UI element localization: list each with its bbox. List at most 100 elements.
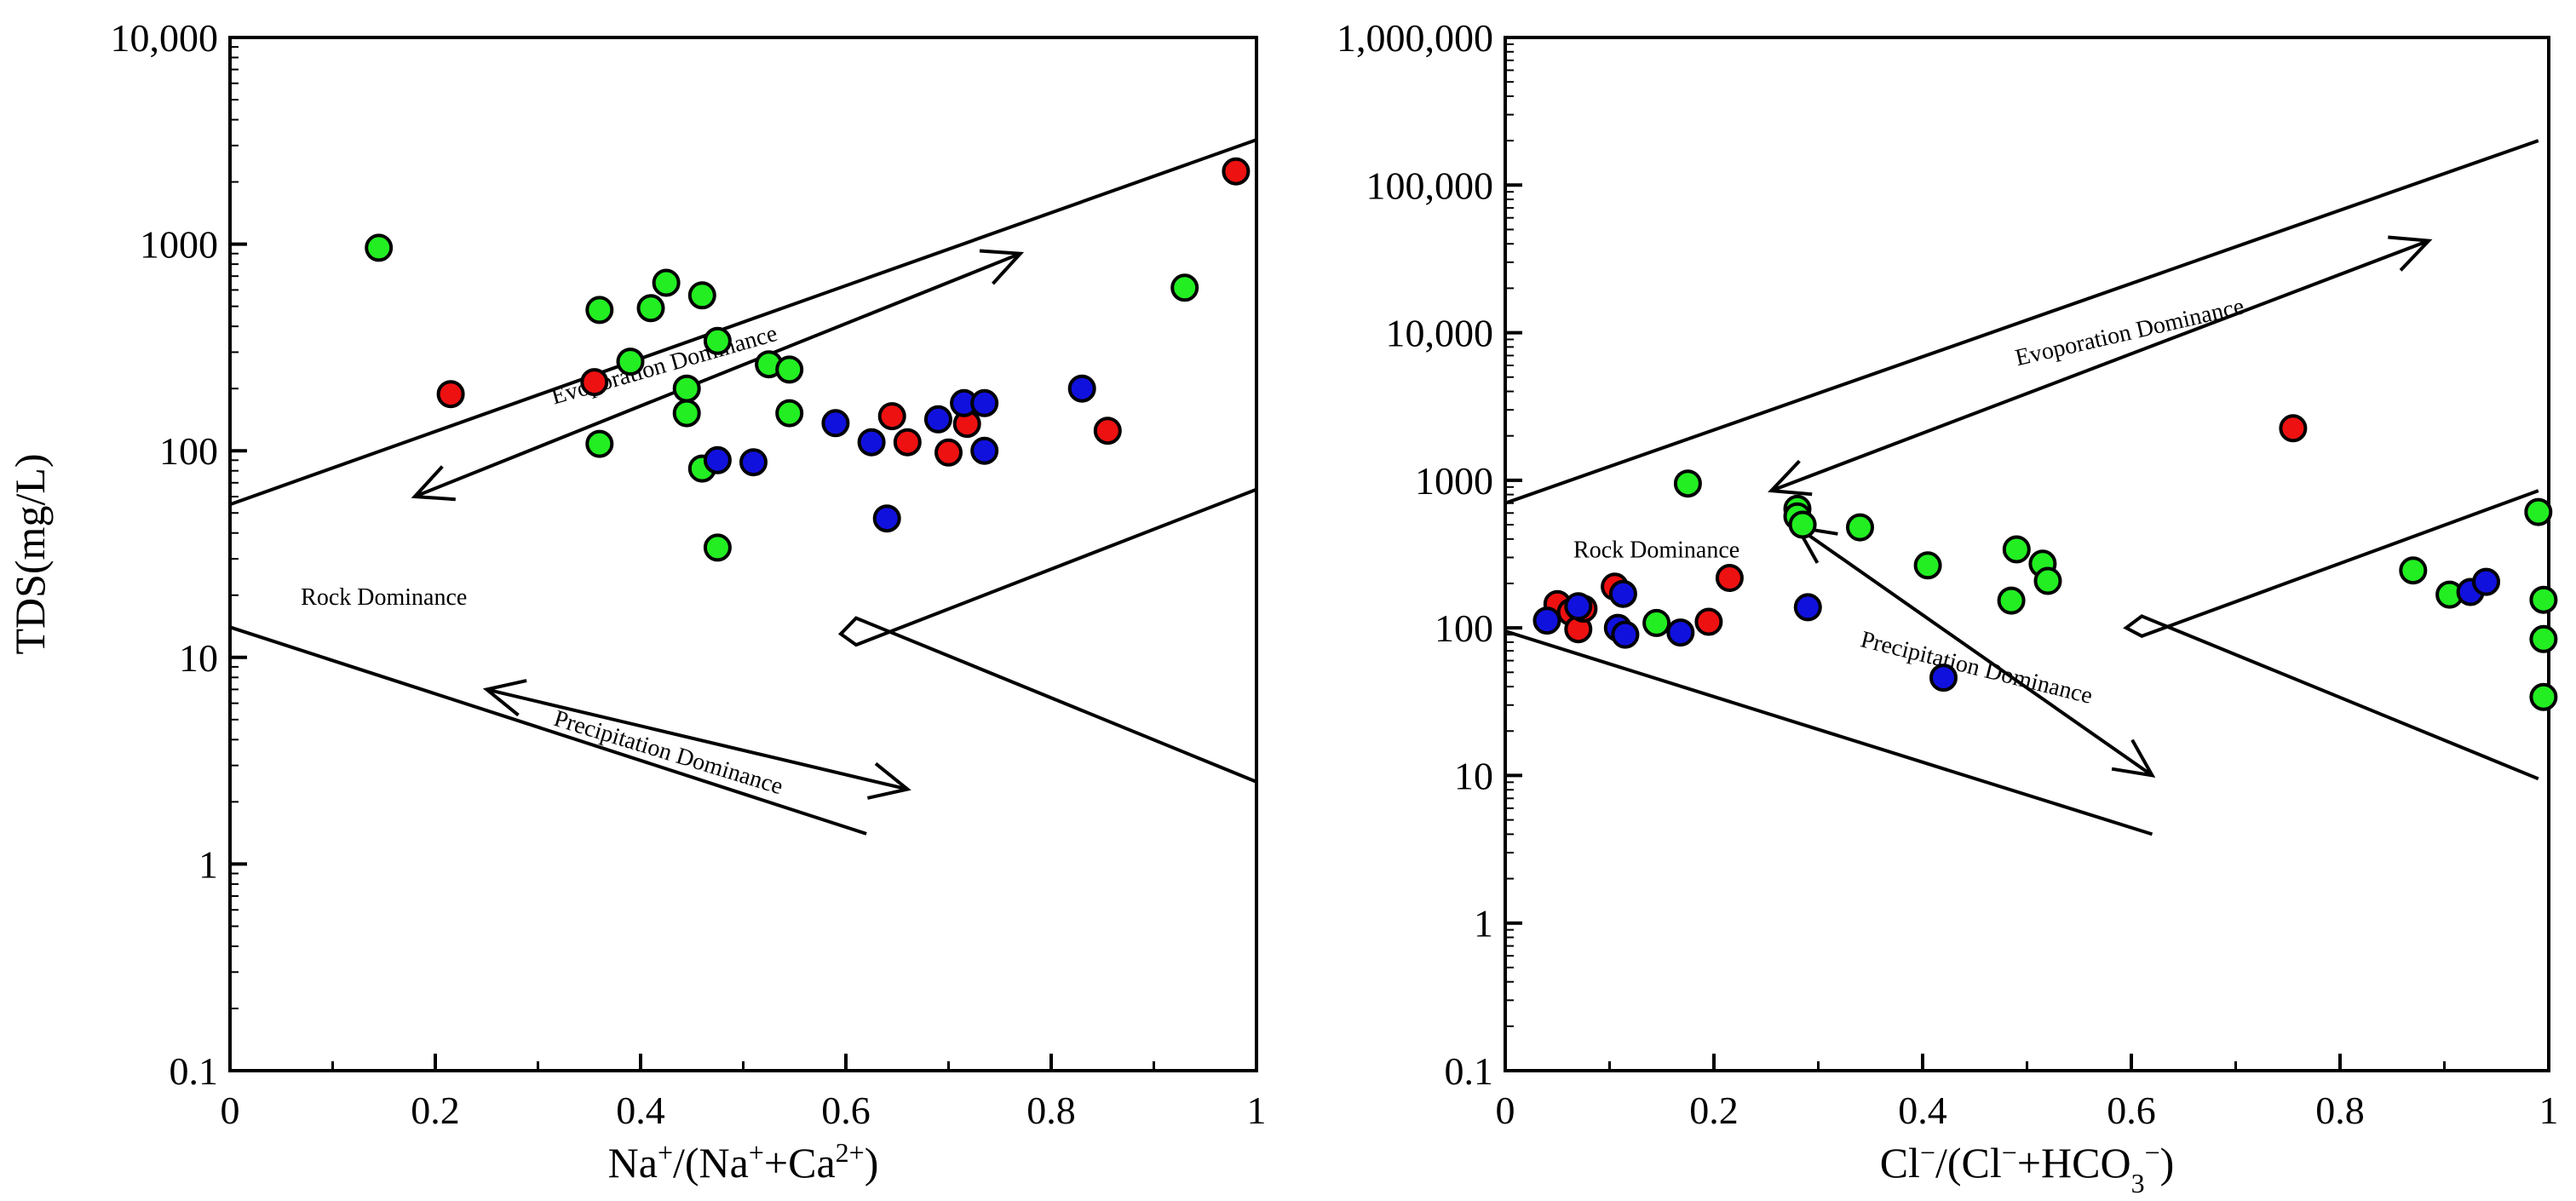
right-y-tick-label: 10: [1454, 754, 1493, 797]
left-dominance-boundary-3: [837, 487, 1257, 784]
left-red-point: [877, 402, 906, 431]
right-green-point: [2399, 556, 2428, 585]
left-green-point: [703, 533, 732, 562]
x-axis-title-part: ): [2160, 1139, 2175, 1187]
left-y-tick-label: 10,000: [111, 16, 219, 60]
left-y-tick-label: 0.1: [170, 1049, 219, 1093]
right-green-point: [1913, 551, 1942, 580]
x-axis-title-part: 3: [2131, 1168, 2145, 1198]
left-green-point: [672, 399, 701, 428]
left-green-point: [585, 429, 614, 458]
right-y-tick-label: 1: [1474, 902, 1493, 945]
right-series-green: [1642, 469, 2558, 711]
left-series-blue: [703, 374, 1096, 533]
left-y-axis-title: TDS(mg/L): [6, 453, 54, 654]
left-green-point: [652, 268, 681, 297]
left-red-point: [436, 380, 465, 409]
right-x-axis-title: Cl−/(Cl−+HCO3−): [1880, 1137, 2175, 1198]
left-blue-point: [970, 388, 999, 417]
right-green-point: [2033, 566, 2062, 595]
x-axis-title-part: /(Cl: [1935, 1139, 2002, 1187]
left-trend-arrow-2: [482, 679, 911, 800]
x-axis-title-part: +: [658, 1137, 673, 1168]
right-green-point: [2529, 682, 2558, 711]
x-axis-title-part: −: [1920, 1137, 1935, 1168]
right-green-point: [1846, 513, 1874, 542]
left-green-point: [672, 374, 701, 403]
x-axis-title-part: Cl: [1880, 1139, 1920, 1187]
left-x-axis-title: Na+/(Na++Ca2+): [608, 1137, 879, 1187]
right-green-point: [2524, 497, 2553, 526]
left-chart-panel: 0 0.2 0.4 0.6 0.8 10.1110100100010,000Evopora…: [6, 16, 1267, 1187]
right-x-tick-label: 0.6: [2107, 1089, 2156, 1132]
left-x-tick-label: 0.8: [1026, 1089, 1076, 1132]
left-y-tick-label: 10: [179, 636, 218, 680]
right-y-tick-label: 1,000,000: [1337, 16, 1493, 60]
right-rock-dominance-label: Rock Dominance: [1573, 537, 1739, 563]
x-axis-title-part: +Ca: [764, 1139, 836, 1187]
left-blue-point: [970, 436, 999, 465]
right-red-point: [1715, 564, 1744, 592]
x-axis-title-part: −: [2145, 1137, 2160, 1168]
left-green-point: [687, 281, 716, 310]
right-blue-point: [1532, 606, 1561, 635]
right-blue-point: [1793, 593, 1822, 622]
right-green-point: [2529, 585, 2558, 614]
right-y-tick-label: 10,000: [1386, 312, 1494, 355]
left-trend-arrow-1: [411, 249, 1025, 502]
x-axis-title-part: +HCO: [2017, 1139, 2131, 1187]
right-blue-point: [1564, 592, 1593, 621]
right-blue-point: [1666, 618, 1695, 647]
left-green-point: [636, 294, 665, 323]
right-blue-point: [1929, 664, 1958, 692]
left-rock-dominance-label: Rock Dominance: [301, 584, 467, 611]
right-dominance-boundary-2: [1504, 629, 2153, 836]
left-red-point: [893, 428, 922, 457]
right-x-tick-label: 0: [1496, 1089, 1515, 1132]
left-y-tick-label: 1: [198, 842, 218, 886]
x-axis-title-part: 2+: [836, 1137, 865, 1168]
left-red-point: [1222, 157, 1251, 186]
left-series-red: [436, 157, 1251, 467]
left-dominance-boundary-2: [229, 625, 867, 836]
left-green-point: [585, 296, 614, 325]
right-red-point: [1694, 607, 1723, 636]
left-green-point: [1170, 273, 1199, 302]
left-x-tick-label: 0.2: [411, 1089, 460, 1132]
left-green-point: [775, 355, 804, 384]
right-x-tick-label: 1: [2539, 1089, 2559, 1132]
right-y-tick-label: 1000: [1415, 459, 1493, 503]
right-blue-point: [2472, 567, 2500, 596]
right-x-tick-label: 0.4: [1898, 1089, 1947, 1132]
left-blue-point: [821, 409, 850, 438]
right-series-blue: [1532, 567, 2500, 692]
left-plot-frame: [228, 36, 1258, 1072]
right-green-point: [2529, 624, 2558, 653]
left-green-point: [616, 348, 645, 376]
left-red-point: [1093, 417, 1122, 445]
left-x-tick-label: 0.6: [821, 1089, 871, 1132]
x-axis-title-part: /(Na: [673, 1139, 749, 1187]
x-axis-title-part: ): [865, 1139, 879, 1187]
right-evoporation-dominance-label: Evoporation Dominance: [2013, 293, 2246, 371]
left-blue-point: [739, 448, 768, 477]
right-y-tick-label: 100: [1435, 606, 1493, 650]
left-series-green: [365, 233, 1199, 562]
right-green-point: [1673, 469, 1702, 498]
left-blue-point: [703, 445, 732, 474]
right-red-point: [2279, 414, 2308, 443]
right-y-tick-label: 100,000: [1366, 164, 1494, 207]
right-green-point: [2002, 535, 2031, 564]
left-green-point: [365, 233, 394, 262]
right-blue-point: [1611, 620, 1640, 649]
left-green-point: [775, 399, 804, 428]
right-x-tick-label: 0.2: [1689, 1089, 1739, 1132]
left-blue-point: [872, 504, 901, 533]
right-dominance-boundary-3: [2123, 489, 2539, 781]
right-x-tick-label: 0.8: [2315, 1089, 2365, 1132]
right-y-tick-label: 0.1: [1445, 1049, 1494, 1093]
right-green-point: [1997, 586, 2026, 615]
left-blue-point: [1067, 374, 1096, 403]
right-green-point: [1788, 510, 1817, 539]
